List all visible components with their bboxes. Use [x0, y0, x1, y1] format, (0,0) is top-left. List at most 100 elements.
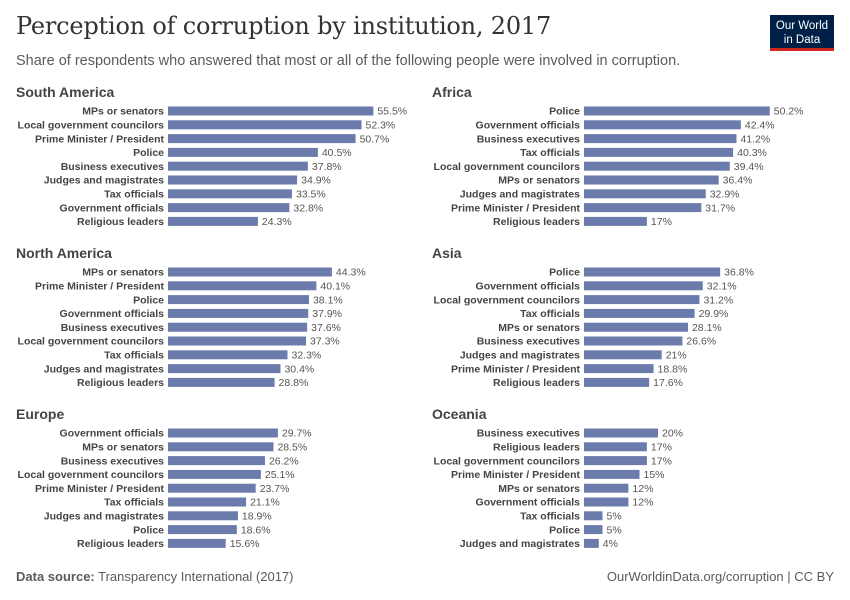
bar-south-america-mps-or-senators [168, 106, 374, 116]
bar-europe-judges-and-magistrates [168, 511, 238, 521]
bar-oceania-religious-leaders [584, 442, 647, 452]
category-label-south-america-religious-leaders: Religious leaders [77, 216, 164, 228]
bar-asia-tax-officials [584, 308, 695, 318]
category-label-north-america-religious-leaders: Religious leaders [77, 377, 164, 389]
value-label-europe-tax-officials: 21.1% [250, 497, 280, 509]
category-label-africa-local-government-councilors: Local government councilors [434, 161, 581, 173]
value-label-europe-business-executives: 26.2% [269, 455, 299, 467]
value-label-asia-judges-and-magistrates: 21% [666, 350, 687, 362]
category-label-europe-local-government-councilors: Local government councilors [18, 469, 165, 481]
category-label-north-america-business-executives: Business executives [61, 322, 164, 334]
category-label-africa-business-executives: Business executives [477, 133, 580, 145]
category-label-africa-mps-or-senators: MPs or senators [498, 175, 580, 187]
value-label-oceania-religious-leaders: 17% [651, 442, 672, 454]
category-label-oceania-business-executives: Business executives [477, 428, 580, 440]
category-label-asia-police: Police [549, 267, 580, 279]
category-label-asia-tax-officials: Tax officials [520, 308, 580, 320]
category-label-north-america-prime-minister-president: Prime Minister / President [35, 281, 164, 293]
bar-africa-police [584, 106, 770, 116]
value-label-south-america-local-government-councilors: 52.3% [366, 120, 396, 132]
category-label-africa-government-officials: Government officials [476, 120, 581, 132]
value-label-south-america-prime-minister-president: 50.7% [360, 133, 390, 145]
category-label-south-america-prime-minister-president: Prime Minister / President [35, 133, 164, 145]
value-label-oceania-police: 5% [607, 524, 622, 536]
value-label-asia-prime-minister-president: 18.8% [658, 363, 688, 375]
value-label-south-america-police: 40.5% [322, 147, 352, 159]
owid-logo[interactable]: Our World in Data [770, 15, 834, 51]
bar-asia-police [584, 267, 721, 277]
category-label-asia-local-government-councilors: Local government councilors [434, 294, 581, 306]
category-label-oceania-government-officials: Government officials [476, 497, 581, 509]
category-label-europe-mps-or-senators: MPs or senators [82, 442, 164, 454]
data-source: Data source: Transparency International … [16, 569, 294, 584]
value-label-europe-government-officials: 29.7% [282, 428, 312, 440]
category-label-europe-government-officials: Government officials [60, 428, 165, 440]
panel-title-europe: Europe [16, 406, 64, 422]
data-source-label: Data source: [16, 569, 95, 584]
value-label-south-america-business-executives: 37.8% [312, 161, 342, 173]
value-label-oceania-judges-and-magistrates: 4% [603, 538, 618, 550]
value-label-north-america-mps-or-senators: 44.3% [336, 267, 366, 279]
category-label-africa-judges-and-magistrates: Judges and magistrates [460, 189, 580, 201]
category-label-europe-tax-officials: Tax officials [104, 497, 164, 509]
bar-africa-tax-officials [584, 147, 734, 157]
bar-asia-business-executives [584, 336, 683, 346]
bar-oceania-business-executives [584, 428, 658, 438]
bar-oceania-local-government-councilors [584, 456, 647, 466]
bar-asia-local-government-councilors [584, 295, 700, 305]
value-label-oceania-tax-officials: 5% [607, 511, 622, 523]
bar-oceania-tax-officials [584, 511, 603, 521]
category-label-asia-mps-or-senators: MPs or senators [498, 322, 580, 334]
value-label-europe-prime-minister-president: 23.7% [260, 483, 290, 495]
bar-oceania-government-officials [584, 497, 629, 507]
category-label-north-america-tax-officials: Tax officials [104, 350, 164, 362]
bar-oceania-prime-minister-president [584, 469, 640, 479]
panel-title-asia: Asia [432, 245, 462, 261]
category-label-north-america-government-officials: Government officials [60, 308, 165, 320]
value-label-north-america-government-officials: 37.9% [312, 308, 342, 320]
category-label-africa-tax-officials: Tax officials [520, 147, 580, 159]
value-label-oceania-government-officials: 12% [632, 497, 653, 509]
panel-title-south-america: South America [16, 84, 114, 100]
bar-north-america-judges-and-magistrates [168, 364, 281, 374]
value-label-africa-prime-minister-president: 31.7% [705, 202, 735, 214]
panel-title-oceania: Oceania [432, 406, 487, 422]
logo-line-1: Our World [775, 20, 829, 32]
chart-title: Perception of corruption by institution,… [16, 12, 552, 40]
value-label-europe-local-government-councilors: 25.1% [265, 469, 295, 481]
value-label-north-america-police: 38.1% [313, 294, 343, 306]
value-label-europe-police: 18.6% [241, 524, 271, 536]
value-label-africa-mps-or-senators: 36.4% [723, 175, 753, 187]
bar-asia-religious-leaders [584, 377, 650, 387]
bar-oceania-mps-or-senators [584, 483, 629, 493]
value-label-oceania-mps-or-senators: 12% [632, 483, 653, 495]
category-label-africa-prime-minister-president: Prime Minister / President [451, 202, 580, 214]
bar-africa-prime-minister-president [584, 203, 702, 213]
category-label-south-america-business-executives: Business executives [61, 161, 164, 173]
bar-europe-religious-leaders [168, 538, 226, 548]
value-label-north-america-tax-officials: 32.3% [292, 350, 322, 362]
bar-north-america-local-government-councilors [168, 336, 307, 346]
category-label-asia-government-officials: Government officials [476, 281, 581, 293]
bar-europe-business-executives [168, 456, 265, 466]
bar-south-america-police [168, 147, 318, 157]
bar-oceania-judges-and-magistrates [584, 538, 599, 548]
panel-title-north-america: North America [16, 245, 112, 261]
footer-credit[interactable]: OurWorldinData.org/corruption | CC BY [606, 569, 834, 584]
bar-europe-police [168, 525, 237, 535]
value-label-oceania-prime-minister-president: 15% [644, 469, 665, 481]
bar-asia-government-officials [584, 281, 703, 291]
bar-europe-mps-or-senators [168, 442, 274, 452]
category-label-south-america-tax-officials: Tax officials [104, 189, 164, 201]
value-label-africa-local-government-councilors: 39.4% [734, 161, 764, 173]
category-label-europe-prime-minister-president: Prime Minister / President [35, 483, 164, 495]
value-label-africa-police: 50.2% [774, 106, 804, 118]
value-label-europe-judges-and-magistrates: 18.9% [242, 511, 272, 523]
value-label-north-america-religious-leaders: 28.8% [279, 377, 309, 389]
category-label-oceania-police: Police [549, 524, 580, 536]
bar-north-america-religious-leaders [168, 377, 275, 387]
category-label-europe-judges-and-magistrates: Judges and magistrates [44, 511, 164, 523]
category-label-africa-religious-leaders: Religious leaders [493, 216, 580, 228]
bar-africa-local-government-councilors [584, 161, 730, 171]
